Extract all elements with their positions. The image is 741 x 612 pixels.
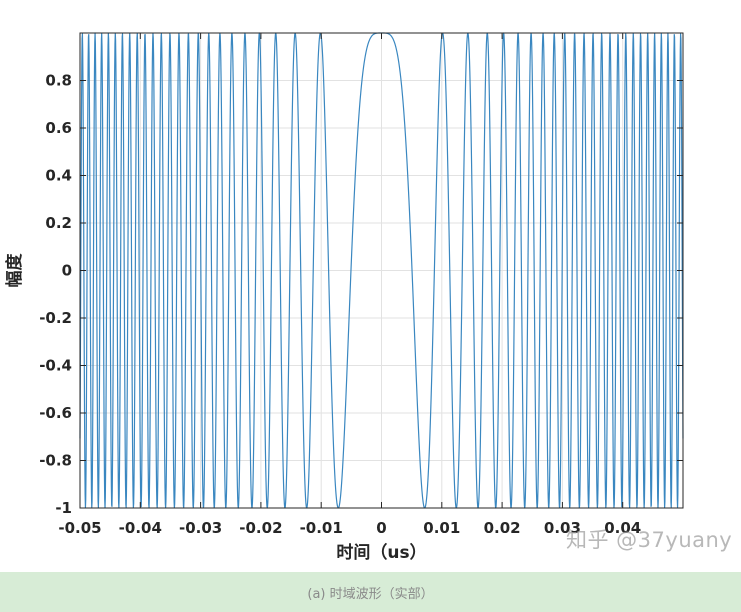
- x-tick-label: -0.02: [239, 519, 282, 537]
- x-tick-label: 0.01: [423, 519, 460, 537]
- x-tick-label: 0: [376, 519, 386, 537]
- chart-svg: 0.80.60.40.20-0.2-0.4-0.6-0.8-1 -0.05 -0.…: [4, 32, 684, 563]
- y-tick-label: -0.8: [39, 452, 72, 470]
- x-tick-label: -0.03: [179, 519, 222, 537]
- y-tick-label: 0.6: [45, 119, 72, 137]
- y-tick-label: -0.6: [39, 404, 72, 422]
- y-tick-label: 0.4: [45, 167, 72, 185]
- plot-frame: [79, 32, 684, 509]
- watermark-text: 知乎 @37yuany: [566, 528, 733, 552]
- grid: [79, 33, 683, 509]
- x-tick-label: 0.04: [604, 519, 641, 537]
- x-tick-label: 0.02: [484, 519, 521, 537]
- y-tick-labels: 0.8 0.6 0.4 0.2 0 -0.2 -0.4 -0.6 -0.8 -1: [39, 72, 72, 518]
- x-axis-label: 时间（us）: [336, 542, 426, 563]
- figure-caption: (a) 时域波形（实部）: [307, 586, 434, 602]
- y-axis-label: 幅度: [4, 253, 25, 288]
- x-tick-label: -0.05: [58, 519, 101, 537]
- y-tick-label: -0.2: [39, 309, 72, 327]
- x-tick-label: -0.01: [300, 519, 343, 537]
- caption-bar: (a) 时域波形（实部）: [0, 572, 741, 612]
- chart: 0.8 0.6 0.4 0.2 0 -0.2 -0.4 -0.6 -0.8 -1 -0.05 -0.…: [4, 32, 733, 563]
- y-tick-label: -0.4: [39, 357, 72, 375]
- y-tick-label: 0: [62, 262, 72, 280]
- x-tick-label: -0.04: [119, 519, 162, 537]
- x-tick-labels: -0.05 -0.04 -0.03 -0.02 -0.01 0 0.01 0.02 0.03 0.…: [58, 519, 641, 537]
- y-tick-label: 0.2: [45, 214, 72, 232]
- y-tick-label: -1: [55, 499, 72, 517]
- y-tick-label: 0.8: [45, 72, 72, 90]
- x-tick-label: 0.03: [544, 519, 581, 537]
